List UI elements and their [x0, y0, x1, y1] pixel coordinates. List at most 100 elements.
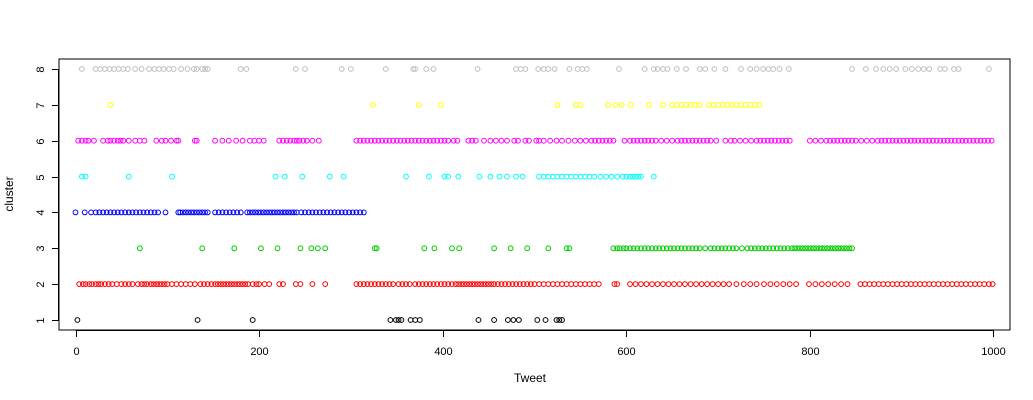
data-point	[742, 137, 749, 144]
data-point	[715, 102, 721, 108]
data-point	[733, 281, 740, 288]
data-point	[889, 281, 896, 288]
data-point	[260, 137, 267, 144]
data-point	[933, 137, 940, 144]
data-point	[807, 137, 813, 144]
data-point	[722, 137, 729, 144]
data-point	[132, 66, 139, 72]
data-point	[162, 209, 169, 216]
data-point	[621, 137, 628, 144]
data-point	[779, 137, 786, 144]
data-point	[129, 209, 136, 216]
data-point	[434, 137, 441, 144]
data-point	[309, 281, 316, 288]
data-point	[838, 245, 844, 252]
data-point	[434, 281, 441, 288]
data-point	[920, 66, 927, 72]
data-point	[751, 102, 758, 108]
data-point	[849, 245, 855, 252]
data-point	[565, 137, 572, 144]
data-point	[770, 66, 777, 72]
data-point	[175, 137, 182, 144]
data-point	[579, 66, 586, 72]
data-point	[577, 281, 584, 288]
data-point	[520, 281, 527, 288]
data-point	[673, 102, 680, 108]
data-point	[353, 209, 360, 216]
data-point	[474, 66, 481, 72]
data-point	[937, 66, 944, 72]
data-point	[687, 281, 694, 288]
data-point	[103, 209, 110, 216]
data-point	[199, 209, 206, 216]
data-point	[858, 137, 865, 144]
data-point	[794, 245, 800, 252]
data-point	[192, 281, 198, 288]
data-point	[862, 281, 868, 288]
data-point	[629, 173, 636, 180]
data-point	[75, 137, 82, 144]
data-point	[111, 209, 117, 216]
data-point	[89, 281, 95, 288]
data-point	[863, 137, 870, 144]
data-point	[445, 173, 452, 180]
data-point	[955, 66, 962, 72]
data-point	[806, 281, 812, 288]
data-point	[477, 281, 484, 288]
data-point	[845, 137, 852, 144]
data-point	[922, 137, 929, 144]
data-point	[605, 102, 611, 108]
data-point	[485, 281, 492, 288]
data-point	[908, 66, 915, 72]
y-tick-label: 7	[35, 102, 47, 108]
data-point	[162, 137, 169, 144]
data-point	[158, 137, 165, 144]
data-point	[192, 137, 198, 144]
data-point	[197, 281, 204, 288]
data-point	[507, 245, 514, 252]
data-point	[638, 173, 644, 180]
data-point	[724, 102, 731, 108]
data-point	[449, 281, 455, 288]
data-point	[986, 66, 992, 72]
data-point	[818, 137, 824, 144]
data-point	[627, 281, 633, 288]
data-point	[753, 66, 760, 72]
data-point	[926, 137, 933, 144]
data-point	[882, 137, 889, 144]
data-point	[948, 137, 955, 144]
data-point	[348, 66, 354, 72]
data-point	[338, 66, 345, 72]
data-point	[513, 173, 519, 180]
data-point	[441, 173, 448, 180]
data-point	[572, 102, 579, 108]
data-point	[368, 281, 375, 288]
data-point	[138, 281, 145, 288]
data-point	[930, 137, 936, 144]
data-point	[878, 137, 885, 144]
data-point	[151, 209, 158, 216]
data-point	[667, 245, 674, 252]
data-point	[904, 137, 911, 144]
data-point	[614, 281, 620, 288]
data-point	[513, 66, 519, 72]
data-point	[551, 66, 558, 72]
data-point	[107, 102, 114, 108]
data-point	[158, 281, 165, 288]
data-point	[452, 281, 459, 288]
data-point	[591, 173, 598, 180]
data-point	[82, 137, 89, 144]
data-point	[208, 281, 215, 288]
data-point	[846, 245, 853, 252]
data-point	[786, 281, 793, 288]
data-point	[849, 137, 855, 144]
data-point	[463, 281, 470, 288]
data-point	[234, 209, 241, 216]
data-point	[970, 137, 977, 144]
data-point	[766, 245, 773, 252]
data-point	[671, 245, 677, 252]
data-point	[217, 281, 224, 288]
data-point	[125, 281, 132, 288]
data-point	[940, 281, 946, 288]
data-point	[547, 137, 553, 144]
